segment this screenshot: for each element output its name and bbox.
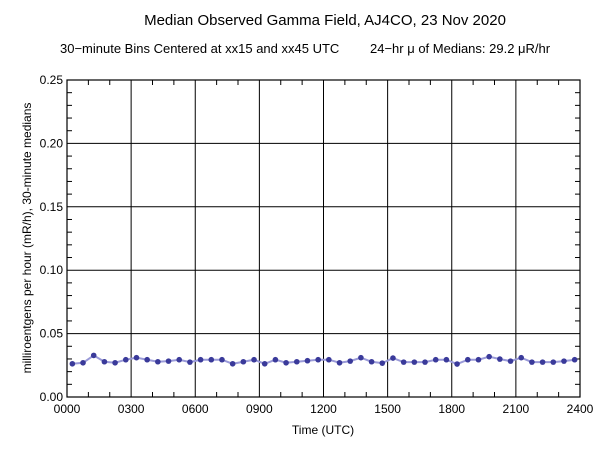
data-point	[80, 359, 86, 366]
data-point	[326, 356, 332, 363]
chart-title: Median Observed Gamma Field, AJ4CO, 23 N…	[144, 12, 506, 29]
data-point	[122, 356, 129, 363]
data-point	[251, 356, 257, 363]
x-tick-label: 0600	[182, 402, 209, 416]
data-point	[112, 359, 118, 366]
y-tick-label: 0.20	[40, 136, 64, 150]
data-point	[240, 358, 247, 365]
data-point	[411, 359, 418, 365]
data-point	[486, 353, 492, 360]
data-point	[133, 354, 140, 361]
data-point	[539, 359, 546, 365]
x-tick-label: 1800	[438, 402, 465, 416]
data-point	[422, 359, 428, 365]
data-point	[529, 359, 535, 365]
x-tick-label: 0900	[246, 402, 273, 416]
x-tick-label: 2100	[503, 402, 530, 416]
x-tick-label: 1200	[310, 402, 337, 416]
data-point	[208, 356, 215, 363]
y-tick-label: 0.15	[40, 200, 64, 214]
data-point	[464, 356, 471, 363]
data-point	[368, 358, 375, 365]
data-point	[176, 356, 183, 363]
y-tick-label: 0.25	[40, 73, 64, 87]
data-point	[155, 358, 161, 365]
x-tick-label: 0000	[54, 402, 81, 416]
data-point	[379, 360, 386, 366]
data-point	[69, 360, 76, 367]
y-tick-label: 0.00	[40, 390, 64, 404]
data-point	[144, 356, 150, 363]
data-point	[283, 359, 289, 366]
data-point	[293, 358, 300, 365]
y-tick-label: 0.10	[40, 263, 64, 277]
data-point	[561, 358, 567, 364]
data-point	[443, 356, 450, 363]
data-point	[219, 356, 225, 363]
data-point	[454, 361, 460, 367]
chart-subtitle-left: 30−minute Bins Centered at xx15 and xx45…	[60, 41, 339, 56]
data-point	[497, 356, 503, 362]
x-tick-label: 1500	[374, 402, 401, 416]
data-point	[358, 354, 364, 361]
chart-subtitle-right: 24−hr μ of Medians: 29.2 μR/hr	[370, 41, 551, 56]
data-point	[507, 358, 514, 364]
data-point	[390, 355, 396, 361]
data-point	[550, 359, 557, 365]
data-point	[475, 356, 482, 363]
data-point	[315, 356, 321, 363]
data-point	[432, 356, 439, 363]
data-point	[347, 358, 354, 364]
data-point	[571, 356, 578, 363]
x-tick-label: 0300	[118, 402, 145, 416]
data-point	[165, 358, 172, 364]
data-point	[90, 352, 97, 359]
data-point	[261, 360, 268, 367]
x-axis-label: Time (UTC)	[292, 423, 354, 437]
x-tick-label: 2400	[567, 402, 594, 416]
data-point	[187, 359, 193, 365]
y-axis-label: milliroentgens per hour (mR/h), 30-minut…	[20, 103, 34, 374]
data-point	[229, 360, 236, 367]
data-point	[518, 354, 525, 361]
data-point	[272, 356, 279, 363]
data-point	[400, 359, 407, 365]
y-tick-label: 0.05	[40, 327, 64, 341]
data-point	[101, 358, 108, 365]
data-point	[304, 357, 311, 364]
data-point	[336, 359, 343, 366]
data-point	[197, 356, 204, 363]
